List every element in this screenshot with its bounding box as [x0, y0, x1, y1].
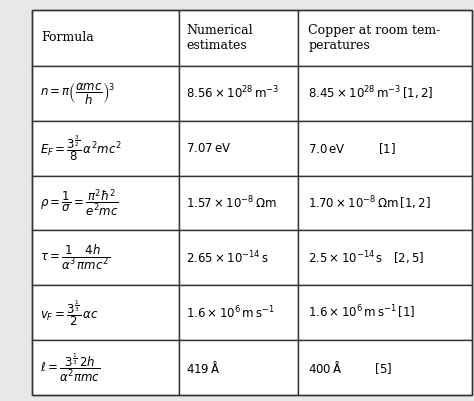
- Bar: [180, 10, 298, 66]
- Bar: [180, 340, 298, 395]
- Bar: [298, 285, 472, 340]
- Text: $n = \pi\left(\dfrac{\alpha mc}{h}\right)^{3}$: $n = \pi\left(\dfrac{\alpha mc}{h}\right…: [40, 80, 116, 106]
- Bar: [180, 231, 298, 285]
- Text: $2.5\times10^{-14}\,\mathrm{s}\quad[2,5]$: $2.5\times10^{-14}\,\mathrm{s}\quad[2,5]…: [308, 249, 424, 267]
- Text: Formula: Formula: [41, 31, 94, 45]
- Text: $2.65\times10^{-14}\,\mathrm{s}$: $2.65\times10^{-14}\,\mathrm{s}$: [186, 249, 269, 266]
- Bar: [0, 0, 32, 401]
- Bar: [180, 285, 298, 340]
- Bar: [298, 231, 472, 285]
- Bar: [32, 66, 180, 121]
- Bar: [32, 10, 180, 66]
- Bar: [298, 176, 472, 231]
- Bar: [298, 121, 472, 176]
- Text: $7.07\,\mathrm{eV}$: $7.07\,\mathrm{eV}$: [186, 142, 231, 155]
- Bar: [32, 340, 180, 395]
- Bar: [32, 176, 180, 231]
- Text: $1.70\times10^{-8}\,\Omega\mathrm{m}\,[1,2]$: $1.70\times10^{-8}\,\Omega\mathrm{m}\,[1…: [308, 194, 430, 212]
- Text: $\ell = \dfrac{3^{\frac{1}{3}}\,2h}{\alpha^2 \pi mc}$: $\ell = \dfrac{3^{\frac{1}{3}}\,2h}{\alp…: [40, 352, 100, 384]
- Bar: [180, 121, 298, 176]
- Text: $1.6\times10^{6}\,\mathrm{m\,s}^{-1}\,[1]$: $1.6\times10^{6}\,\mathrm{m\,s}^{-1}\,[1…: [308, 304, 415, 322]
- Text: $400\,\mathrm{\AA}\qquad\quad[5]$: $400\,\mathrm{\AA}\qquad\quad[5]$: [308, 359, 392, 376]
- Text: $419\,\mathrm{\AA}$: $419\,\mathrm{\AA}$: [186, 360, 220, 376]
- Text: $v_F = \dfrac{3^{\frac{1}{3}}}{2}\,\alpha c$: $v_F = \dfrac{3^{\frac{1}{3}}}{2}\,\alph…: [40, 298, 99, 328]
- Text: $E_F = \dfrac{3^{\frac{3}{2}}}{8}\,\alpha^2 mc^2$: $E_F = \dfrac{3^{\frac{3}{2}}}{8}\,\alph…: [40, 133, 122, 163]
- Bar: [32, 121, 180, 176]
- Text: $\tau = \dfrac{1}{\alpha^3}\dfrac{4h}{\pi mc^2}$: $\tau = \dfrac{1}{\alpha^3}\dfrac{4h}{\p…: [40, 243, 110, 272]
- Bar: [298, 10, 472, 66]
- Bar: [32, 285, 180, 340]
- Text: $1.57\times10^{-8}\,\Omega\mathrm{m}$: $1.57\times10^{-8}\,\Omega\mathrm{m}$: [186, 195, 277, 211]
- Bar: [180, 66, 298, 121]
- Text: $\rho = \dfrac{1}{\sigma} = \dfrac{\pi^2\hbar^2}{e^2 mc}$: $\rho = \dfrac{1}{\sigma} = \dfrac{\pi^2…: [40, 187, 119, 219]
- Text: Numerical
estimates: Numerical estimates: [187, 24, 253, 52]
- Text: $8.45\times10^{28}\,\mathrm{m}^{-3}\,[1,2]$: $8.45\times10^{28}\,\mathrm{m}^{-3}\,[1,…: [308, 85, 433, 102]
- Text: Copper at room tem-
peratures: Copper at room tem- peratures: [309, 24, 441, 52]
- Text: $7.0\,\mathrm{eV}\qquad\quad[1]$: $7.0\,\mathrm{eV}\qquad\quad[1]$: [308, 141, 395, 156]
- Text: $1.6\times10^{6}\,\mathrm{m\,s}^{-1}$: $1.6\times10^{6}\,\mathrm{m\,s}^{-1}$: [186, 304, 274, 321]
- Bar: [180, 176, 298, 231]
- Text: $8.56\times10^{28}\,\mathrm{m}^{-3}$: $8.56\times10^{28}\,\mathrm{m}^{-3}$: [186, 85, 279, 101]
- Bar: [298, 66, 472, 121]
- Bar: [32, 231, 180, 285]
- Bar: [298, 340, 472, 395]
